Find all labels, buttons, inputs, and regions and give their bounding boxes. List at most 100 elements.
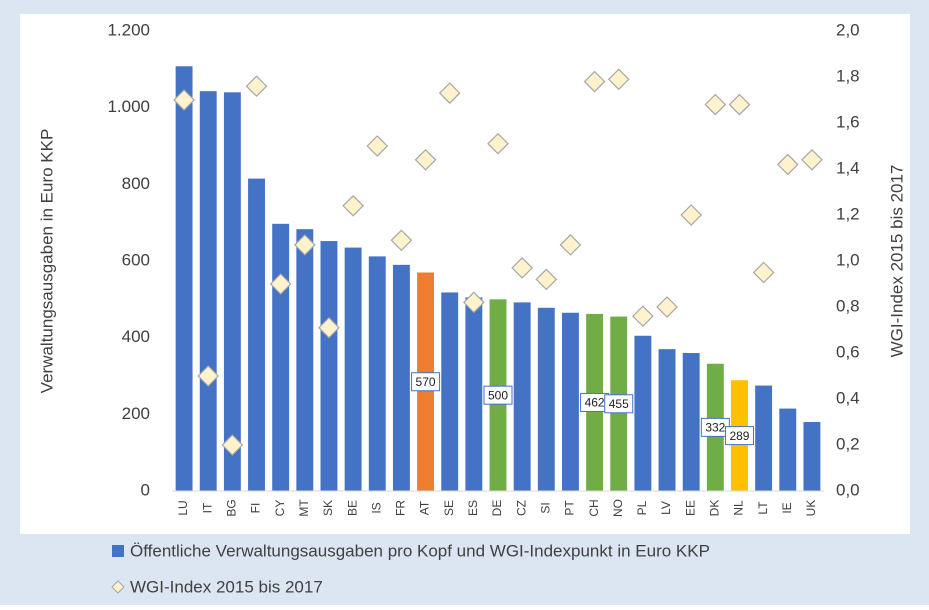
marker — [656, 296, 678, 318]
x-tick-label: ES — [466, 500, 480, 516]
bar — [755, 385, 773, 491]
data-label: 289 — [729, 429, 749, 443]
marker — [269, 273, 292, 295]
x-tick-label: LV — [659, 501, 673, 515]
bar — [175, 66, 193, 492]
x-tick-label: EE — [683, 500, 697, 516]
x-tick-label: PT — [563, 500, 577, 516]
marker — [366, 135, 389, 157]
bar — [803, 422, 821, 491]
marker — [752, 261, 775, 284]
data-label-box — [483, 385, 513, 405]
x-tick-label: NO — [611, 499, 625, 517]
bar — [272, 223, 290, 492]
bar — [344, 247, 362, 491]
y2-tick-label: 0,4 — [836, 388, 860, 407]
y2-tick-label: 1,0 — [836, 250, 860, 269]
bar — [513, 302, 531, 491]
x-tick-label: DK — [708, 500, 722, 517]
marker — [318, 316, 340, 339]
bar — [320, 241, 338, 491]
y2-tick-label: 1,8 — [836, 66, 860, 85]
marker — [487, 132, 509, 155]
bar — [441, 292, 459, 491]
bar — [199, 91, 217, 491]
x-tick-label: SK — [321, 500, 335, 516]
x-tick-label: CY — [273, 500, 287, 517]
marker — [173, 89, 195, 111]
y-tick-label: 600 — [122, 250, 150, 269]
x-tick-label: BG — [225, 499, 239, 516]
marker — [632, 305, 654, 328]
marker — [463, 291, 485, 314]
data-label: 455 — [609, 397, 629, 411]
bar — [561, 312, 579, 491]
y2-tick-label: 1,4 — [836, 158, 860, 177]
x-tick-label: SE — [442, 500, 456, 516]
data-label-box — [724, 426, 754, 446]
bar — [248, 178, 265, 492]
bar — [634, 335, 652, 491]
y2-axis-title: WGI-Index 2015 bis 2017 — [887, 165, 906, 358]
legend-label: WGI-Index 2015 bis 2017 — [130, 577, 323, 596]
data-label: 462 — [585, 396, 605, 410]
bar — [658, 349, 676, 491]
x-tick-label: DE — [490, 500, 504, 517]
marker — [390, 229, 413, 252]
marker — [438, 82, 461, 104]
marker — [776, 153, 799, 176]
x-tick-label: IT — [200, 502, 214, 513]
x-tick-label: MT — [297, 499, 311, 517]
y-tick-label: 0 — [141, 480, 150, 499]
y-axis-title: Verwaltungsausgaben in Euro KKP — [37, 129, 56, 394]
x-tick-label: CZ — [514, 500, 528, 516]
bar — [537, 307, 555, 491]
marker — [293, 234, 316, 256]
x-tick-label: LU — [176, 500, 190, 515]
marker — [704, 93, 727, 116]
x-tick-label: LT — [756, 501, 770, 515]
legend-label: Öffentliche Verwaltungsausgaben pro Kopf… — [130, 541, 710, 560]
x-tick-label: CH — [587, 499, 601, 516]
x-tick-label: FI — [249, 503, 263, 514]
y-tick-label: 800 — [122, 174, 150, 193]
marker — [511, 257, 533, 279]
x-tick-label: SI — [538, 502, 552, 513]
marker — [414, 148, 437, 171]
y-tick-label: 1.200 — [107, 20, 150, 39]
legend-swatch — [111, 580, 125, 594]
data-label: 332 — [705, 421, 725, 435]
bar — [392, 264, 410, 491]
marker — [583, 70, 606, 93]
x-tick-label: BE — [345, 500, 359, 516]
x-tick-label: UK — [804, 500, 818, 517]
marker — [535, 268, 558, 291]
x-tick-label: IE — [780, 502, 794, 513]
data-label: 500 — [488, 388, 508, 402]
bar — [223, 92, 241, 491]
marker — [245, 75, 268, 98]
marker — [342, 194, 364, 217]
plot-background — [20, 14, 910, 534]
x-tick-label: IS — [369, 502, 383, 513]
data-label-box — [604, 394, 634, 414]
x-tick-label: AT — [418, 500, 432, 515]
marker — [801, 148, 823, 171]
y2-tick-label: 0,6 — [836, 342, 860, 361]
marker — [197, 365, 220, 387]
y2-tick-label: 0,0 — [836, 480, 860, 499]
x-tick-label: FR — [394, 500, 408, 516]
bar — [779, 408, 797, 491]
data-label: 570 — [416, 375, 436, 389]
data-label-box — [411, 372, 441, 392]
y2-tick-label: 1,6 — [836, 112, 860, 131]
legend-swatch — [112, 545, 124, 557]
y2-tick-label: 0,2 — [836, 434, 860, 453]
y-tick-label: 1.000 — [107, 97, 150, 116]
y-tick-label: 400 — [122, 327, 150, 346]
y2-tick-label: 0,8 — [836, 296, 860, 315]
bar — [465, 297, 483, 491]
marker — [728, 93, 751, 116]
bar — [296, 229, 314, 491]
